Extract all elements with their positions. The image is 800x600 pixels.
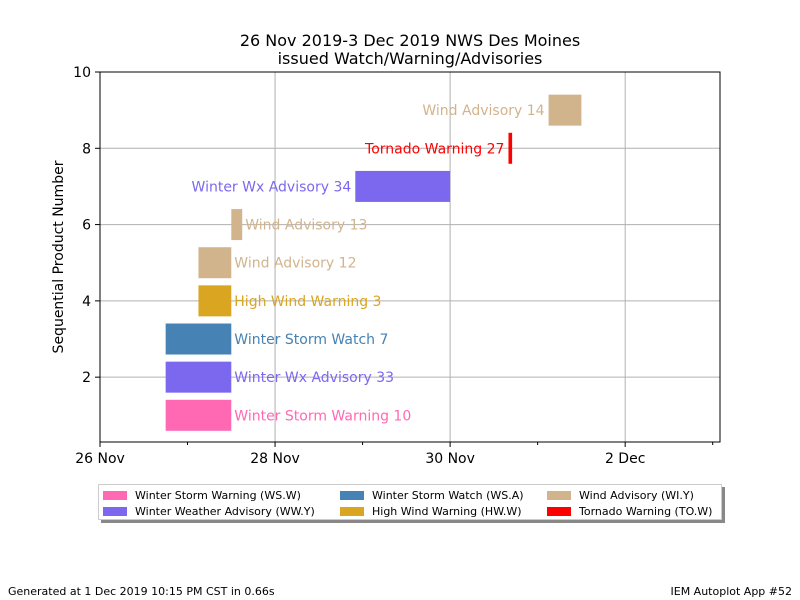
y-tick-label: 4	[82, 294, 91, 310]
bars	[165, 94, 582, 431]
legend-item: Winter Weather Advisory (WW.Y)	[103, 504, 340, 519]
legend-item: Winter Storm Watch (WS.A)	[340, 488, 547, 503]
legend-label: Wind Advisory (WI.Y)	[579, 489, 694, 502]
x-tick-label: 26 Nov	[75, 451, 125, 467]
y-tick-label: 8	[82, 141, 91, 157]
legend-swatch	[103, 507, 127, 516]
legend-item: High Wind Warning (HW.W)	[340, 504, 547, 519]
legend-swatch	[340, 507, 364, 516]
x-axis: 26 Nov 28 Nov 30 Nov 2 Dec	[75, 442, 714, 467]
legend-item: Wind Advisory (WI.Y)	[547, 488, 717, 503]
footer-generated-time: Generated at 1 Dec 2019 10:15 PM CST in …	[8, 585, 275, 598]
bar-label: Wind Advisory 12	[234, 256, 356, 272]
x-tick-label: 30 Nov	[425, 451, 475, 467]
bar	[508, 132, 513, 164]
bar	[198, 285, 232, 317]
plot-frame	[99, 71, 721, 443]
legend-swatch	[547, 491, 571, 500]
bar	[165, 323, 232, 355]
bar-label: Winter Wx Advisory 34	[192, 179, 352, 195]
chart-title-line-2: issued Watch/Warning/Advisories	[278, 49, 543, 68]
bar-label: Winter Storm Watch 7	[234, 332, 388, 348]
legend-swatch	[103, 491, 127, 500]
legend-label: Winter Storm Warning (WS.W)	[135, 489, 301, 502]
bar	[548, 94, 582, 126]
bar	[165, 361, 232, 393]
bar-label: Winter Storm Warning 10	[234, 408, 411, 424]
x-tick-label: 2 Dec	[605, 451, 645, 467]
legend-swatch	[340, 491, 364, 500]
legend-label: High Wind Warning (HW.W)	[372, 505, 522, 518]
legend-item: Tornado Warning (TO.W)	[547, 504, 717, 519]
legend-label: Winter Weather Advisory (WW.Y)	[135, 505, 315, 518]
legend-item: Winter Storm Warning (WS.W)	[103, 488, 340, 503]
x-tick-label: 28 Nov	[250, 451, 300, 467]
legend-label: Winter Storm Watch (WS.A)	[372, 489, 524, 502]
chart-title-line-1: 26 Nov 2019-3 Dec 2019 NWS Des Moines	[240, 31, 580, 50]
bar	[231, 209, 243, 241]
y-tick-label: 2	[82, 370, 91, 386]
footer-app-id: IEM Autoplot App #52	[670, 585, 793, 598]
bar-label: Tornado Warning 27	[364, 141, 504, 157]
y-axis: 2 4 6 8 10	[73, 65, 100, 386]
legend-swatch	[547, 507, 571, 516]
bar	[198, 247, 232, 279]
y-tick-label: 6	[82, 218, 91, 234]
bar-label: High Wind Warning 3	[234, 294, 381, 310]
y-axis-label: Sequential Product Number	[51, 160, 67, 353]
bar-label: Wind Advisory 14	[422, 103, 544, 119]
bar-labels: Winter Storm Warning 10 Winter Wx Advisor…	[192, 103, 545, 424]
bar-label: Wind Advisory 13	[245, 218, 367, 234]
y-tick-label: 10	[73, 65, 91, 81]
bar	[165, 399, 232, 431]
legend-grid: Winter Storm Warning (WS.W) Winter Storm …	[103, 488, 717, 519]
legend-label: Tornado Warning (TO.W)	[579, 505, 713, 518]
bar	[355, 170, 451, 202]
legend: Winter Storm Warning (WS.W) Winter Storm …	[98, 484, 722, 520]
bar-label: Winter Wx Advisory 33	[234, 370, 394, 386]
